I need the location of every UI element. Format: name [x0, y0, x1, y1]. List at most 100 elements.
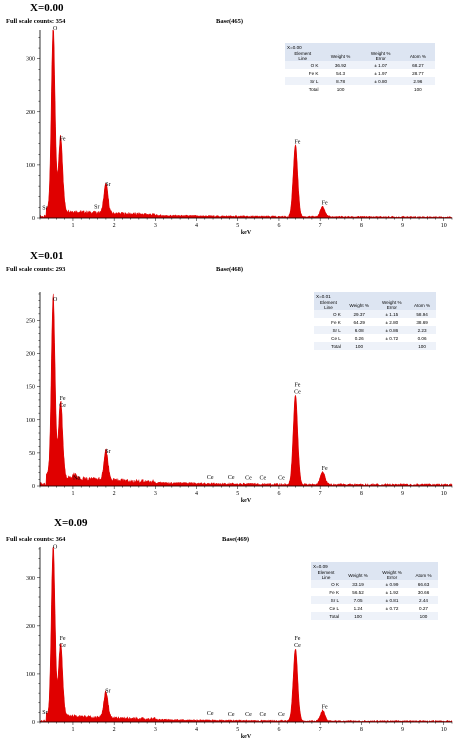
table-cell: ± 0.72 [375, 604, 410, 612]
table-cell: ± 0.81 [375, 596, 410, 604]
table-cell: Fe K [285, 69, 321, 77]
peak-label: Ce [278, 476, 285, 482]
x-tick-label: 4 [195, 223, 198, 229]
y-tick-label: 300 [26, 57, 35, 63]
x-tick-label: 1 [71, 223, 74, 229]
peak-label: Fe [294, 383, 300, 389]
peak-label: Ce [207, 711, 214, 717]
table-title: X=0.00 [285, 43, 435, 51]
table-cell: 68.27 [400, 61, 435, 69]
spectrum-panel-1: X=0.00 Full scale counts: 354 Base(465) … [0, 0, 474, 240]
table-cell: 28.77 [400, 69, 435, 77]
spectrum-area [39, 293, 453, 487]
table-cell: 29.37 [342, 310, 376, 318]
x-axis-label: keV [241, 230, 252, 236]
table-title: X=0.09 [311, 562, 438, 570]
peak-label: Sr [42, 710, 47, 716]
peak-label: Ce [228, 475, 235, 481]
peak-label: Ce [260, 476, 267, 482]
y-tick-label: 0 [32, 484, 35, 490]
y-tick-label: 250 [26, 318, 35, 324]
table-cell: 38.69 [408, 318, 436, 326]
table-cell [375, 612, 410, 620]
table-cell: 33.19 [341, 580, 376, 588]
x-tick-label: 3 [154, 727, 157, 733]
table-cell: 2.96 [400, 77, 435, 85]
table-cell: 2.44 [409, 596, 438, 604]
table-header: Element Line [285, 51, 321, 61]
y-tick-label: 200 [26, 352, 35, 358]
results-table: X=0.01 Element Line Weight % Weight % Error At… [314, 292, 436, 350]
table-cell: 100 [341, 612, 376, 620]
table-cell: ± 1.92 [375, 588, 410, 596]
table-cell: ± 0.80 [360, 77, 401, 85]
table-cell: Sr L [314, 326, 343, 334]
table-cell: 58.94 [408, 310, 436, 318]
table-cell: ± 0.99 [375, 580, 410, 588]
table-cell: Sr L [311, 596, 342, 604]
x-tick-label: 3 [154, 491, 157, 497]
table-cell: ± 1.97 [360, 69, 401, 77]
table-cell: 1.24 [341, 604, 376, 612]
peak-label: Ce [228, 712, 235, 718]
table-cell: Total [311, 612, 342, 620]
x-tick-label: 2 [113, 223, 116, 229]
peak-label: O [53, 26, 58, 32]
peak-label: Sr [105, 689, 110, 695]
table-row: Total 100 100 [314, 342, 436, 350]
table-cell: ± 0.86 [375, 326, 409, 334]
full-scale-label: Full scale counts: 354 [6, 18, 66, 25]
peak-label: Ce [245, 476, 252, 482]
table-cell: 0.27 [409, 604, 438, 612]
table-row: Sr L 8.78 ± 0.80 2.96 [285, 77, 435, 85]
peak-label: Ce [278, 712, 285, 718]
table-row: Sr L 6.08 ± 0.86 2.23 [314, 326, 436, 334]
table-cell: ± 2.80 [375, 318, 409, 326]
spectrum-panel-2: X=0.01 Full scale counts: 293 Base(468) … [0, 250, 474, 510]
table-cell: ± 1.07 [360, 61, 401, 69]
x-tick-label: 4 [195, 727, 198, 733]
y-tick-label: 100 [26, 418, 35, 424]
table-row: Total 100 100 [285, 85, 435, 93]
table-header: Element Line [314, 300, 343, 310]
table-cell: 36.92 [320, 61, 361, 69]
y-tick-label: 0 [32, 720, 35, 726]
x-tick-label: 3 [154, 223, 157, 229]
table-row: Fe K 54.3 ± 1.97 28.77 [285, 69, 435, 77]
y-tick-label: 300 [26, 576, 35, 582]
x-tick-label: 1 [71, 491, 74, 497]
peak-label: Na [73, 476, 80, 482]
results-table: X=0.09 Element Line Weight % Weight % Error At… [311, 562, 438, 620]
peak-label: Sr [94, 205, 99, 211]
table-row: O K 36.92 ± 1.07 68.27 [285, 61, 435, 69]
table-header: Weight % Error [375, 300, 409, 310]
x-tick-label: 6 [277, 223, 280, 229]
base-label: Base(465) [216, 18, 244, 25]
table-cell [360, 85, 401, 93]
x-tick-label: 9 [401, 491, 404, 497]
table-cell: 30.66 [409, 588, 438, 596]
spectrum-area [39, 546, 453, 723]
table-row: Ce L 0.26 ± 0.72 0.06 [314, 334, 436, 342]
peak-label: Fe [322, 704, 328, 710]
panel-title: X=0.01 [30, 250, 64, 262]
table-header: Weight % Error [375, 570, 410, 580]
peak-label: O [53, 544, 58, 550]
peak-label: Fe [60, 636, 66, 642]
peak-label: Sr [42, 206, 47, 212]
table-cell: 6.08 [342, 326, 376, 334]
x-tick-label: 9 [401, 727, 404, 733]
table-header: Atom % [408, 300, 436, 310]
table-cell: 100 [408, 342, 436, 350]
peak-label: Fe [294, 139, 300, 145]
x-tick-label: 10 [441, 491, 447, 497]
spectrum-area [39, 29, 453, 219]
table-cell: 100 [409, 612, 438, 620]
peak-label: Ce [294, 390, 301, 396]
table-cell: Sr L [285, 77, 321, 85]
peak-label: O [53, 297, 58, 303]
table-row: Fe K 56.52 ± 1.92 30.66 [311, 588, 438, 596]
peak-label: Sr [105, 449, 110, 455]
peak-label: Ce [59, 403, 66, 409]
